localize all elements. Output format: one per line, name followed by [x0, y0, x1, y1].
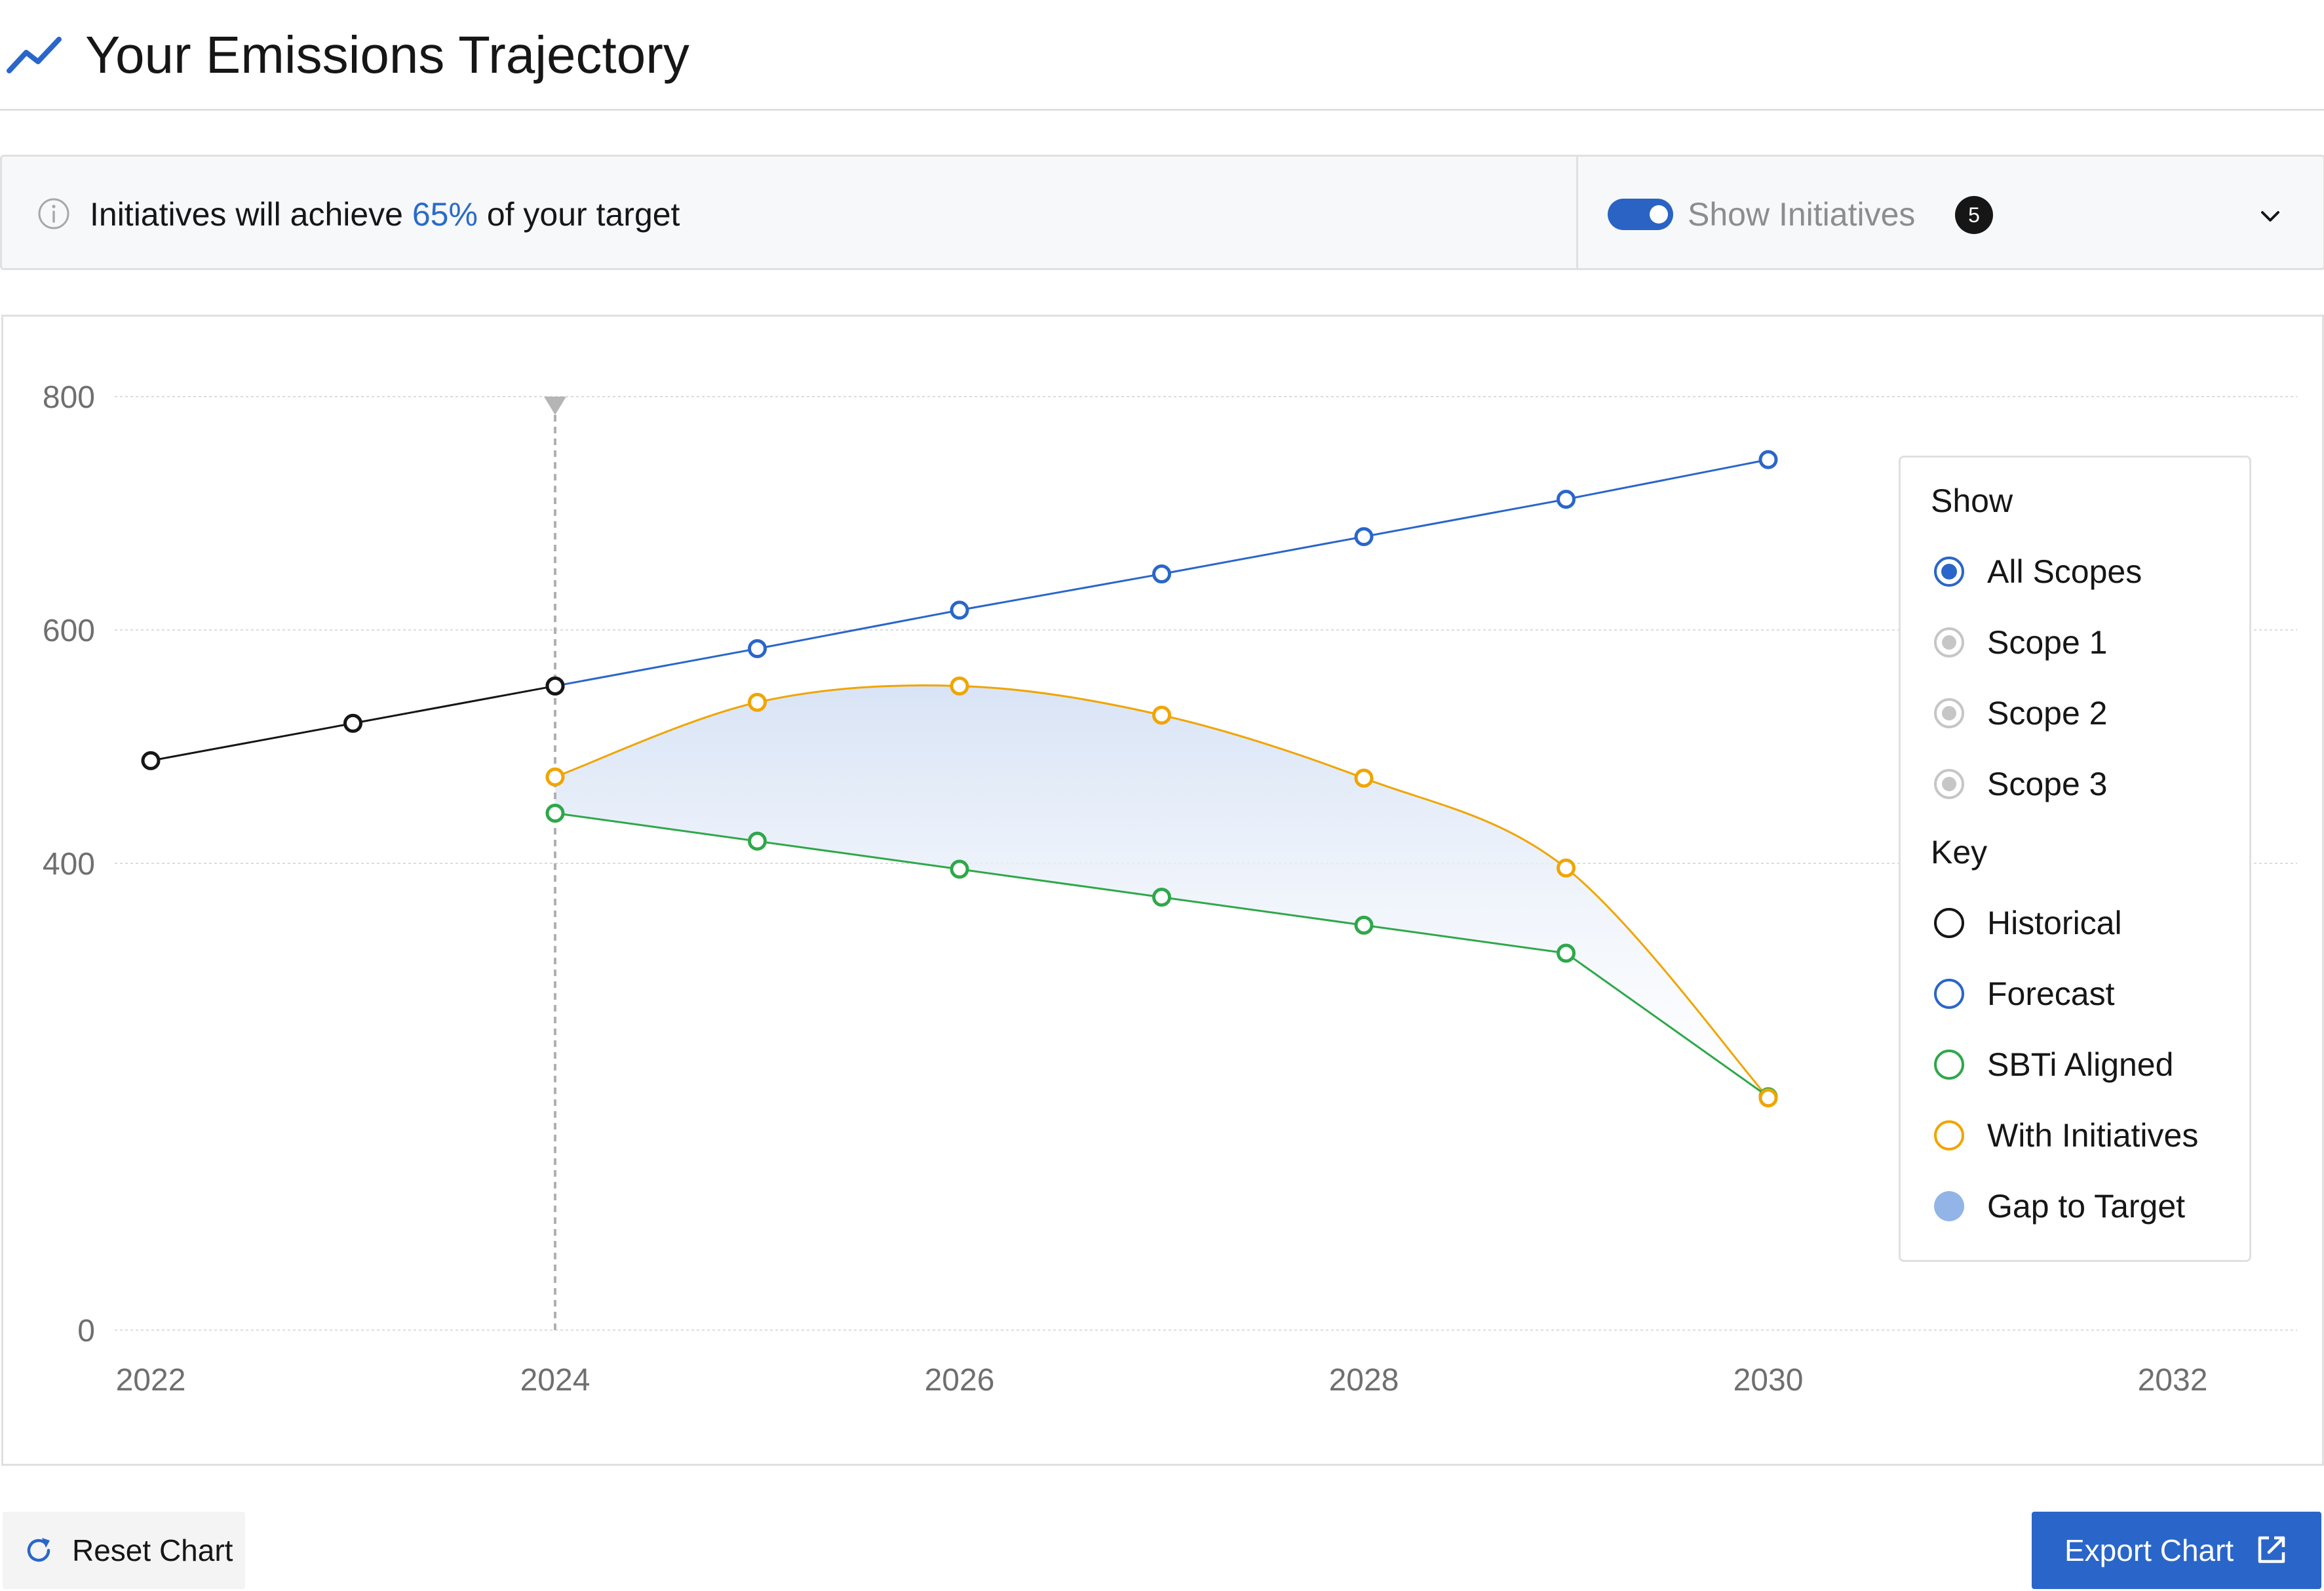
data-point-forecast: [1354, 527, 1374, 547]
page-title: Your Emissions Trajectory: [85, 26, 689, 84]
info-icon: [38, 198, 69, 229]
data-point-with-initiatives: [1557, 858, 1576, 878]
data-point-sbti-aligned: [1152, 888, 1171, 907]
initiatives-count-badge: 5: [1955, 196, 1993, 234]
key-ring-icon: [1934, 908, 1964, 938]
data-point-with-initiatives: [545, 767, 565, 787]
x-tick-label: 2030: [1733, 1363, 1804, 1398]
reset-chart-label: Reset Chart: [72, 1533, 233, 1567]
x-tick-label: 2024: [520, 1363, 591, 1398]
export-chart-label: Export Chart: [2064, 1533, 2234, 1567]
data-point-sbti-aligned: [748, 831, 767, 851]
x-tick-label: 2026: [925, 1363, 995, 1398]
data-point-forecast: [1152, 564, 1171, 584]
infobar-divider: [1576, 157, 1578, 268]
data-point-forecast: [748, 638, 767, 658]
chart-plot: 0 400 600 800 2022 2024 2026 2028 2030 2032: [43, 380, 2297, 1398]
target-percent: 65%: [412, 196, 478, 233]
legend-key-title: Key: [1931, 834, 1988, 871]
refresh-icon: [27, 1538, 50, 1562]
key-label: Historical: [1987, 905, 2122, 941]
radio-icon[interactable]: [1933, 627, 1965, 658]
scope-label: Scope 2: [1987, 695, 2108, 732]
scope-option-all[interactable]: All Scopes: [1931, 552, 2245, 591]
scope-option-2[interactable]: Scope 2: [1931, 694, 2245, 733]
initiatives-message: Initiatives will achieve 65% of your tar…: [90, 195, 680, 234]
scope-label: Scope 3: [1987, 766, 2108, 802]
data-point-sbti-aligned: [545, 803, 565, 823]
scope-option-3[interactable]: Scope 3: [1931, 764, 2245, 804]
x-tick-label: 2028: [1329, 1363, 1399, 1398]
message-prefix: Initiatives will achieve: [90, 196, 412, 233]
data-point-with-initiatives: [950, 676, 969, 696]
key-gap-to-target: Gap to Target: [1931, 1187, 2245, 1226]
key-ring-icon: [1934, 1120, 1964, 1150]
data-point-sbti-aligned: [950, 859, 969, 879]
y-tick-label: 400: [43, 847, 95, 882]
key-label: SBTi Aligned: [1987, 1046, 2174, 1083]
scope-option-1[interactable]: Scope 1: [1931, 623, 2245, 662]
data-point-historical: [343, 713, 362, 733]
data-point-forecast: [1557, 490, 1576, 509]
key-dot-icon: [1934, 1191, 1964, 1221]
key-label: Forecast: [1987, 975, 2115, 1012]
key-ring-icon: [1934, 979, 1964, 1009]
radio-icon[interactable]: [1933, 697, 1965, 729]
data-point-sbti-aligned: [1354, 915, 1374, 935]
current-year-marker: [544, 397, 566, 415]
data-point-sbti-aligned: [1557, 943, 1576, 963]
trend-line-icon: [7, 37, 62, 73]
x-tick-label: 2032: [2138, 1363, 2208, 1398]
scope-label: Scope 1: [1987, 624, 2108, 661]
x-tick-label: 2022: [116, 1363, 186, 1398]
key-label: With Initiatives: [1987, 1117, 2199, 1154]
reset-chart-button[interactable]: Reset Chart: [3, 1512, 245, 1589]
page-header: Your Emissions Trajectory: [0, 0, 2324, 111]
radio-selected-icon[interactable]: [1933, 556, 1965, 587]
emissions-chart: 0 400 600 800 2022 2024 2026 2028 2030 2032 Show …: [1, 315, 2324, 1466]
data-point-with-initiatives: [1354, 768, 1374, 788]
key-with-initiatives: With Initiatives: [1931, 1116, 2245, 1155]
show-initiatives-toggle[interactable]: [1608, 199, 1673, 230]
message-suffix: of your target: [477, 196, 680, 233]
toggle-knob: [1650, 205, 1668, 224]
data-point-historical: [545, 676, 565, 696]
key-sbti-aligned: SBTi Aligned: [1931, 1045, 2245, 1084]
legend-show-title: Show: [1931, 482, 2013, 519]
scope-label: All Scopes: [1987, 553, 2142, 590]
chevron-down-icon[interactable]: [2254, 200, 2287, 233]
export-chart-button[interactable]: Export Chart: [2032, 1512, 2321, 1589]
key-ring-icon: [1934, 1050, 1964, 1080]
external-link-icon: [2258, 1536, 2285, 1563]
chart-legend: Show All Scopes Scope 1: [1899, 456, 2251, 1262]
data-point-with-initiatives: [1758, 1088, 1778, 1108]
y-tick-label: 800: [43, 380, 95, 415]
initiatives-info-bar: Initiatives will achieve 65% of your tar…: [0, 155, 2324, 270]
radio-icon[interactable]: [1933, 768, 1965, 800]
key-historical: Historical: [1931, 903, 2245, 943]
show-initiatives-label[interactable]: Show Initiatives: [1688, 196, 1916, 233]
data-point-with-initiatives: [1152, 705, 1171, 725]
data-point-with-initiatives: [748, 692, 767, 712]
data-point-forecast: [1758, 450, 1778, 469]
key-label: Gap to Target: [1987, 1188, 2186, 1225]
y-tick-label: 0: [77, 1314, 95, 1348]
y-tick-label: 600: [43, 614, 95, 648]
data-point-forecast: [950, 600, 969, 620]
key-forecast: Forecast: [1931, 974, 2245, 1013]
data-point-historical: [141, 751, 161, 770]
